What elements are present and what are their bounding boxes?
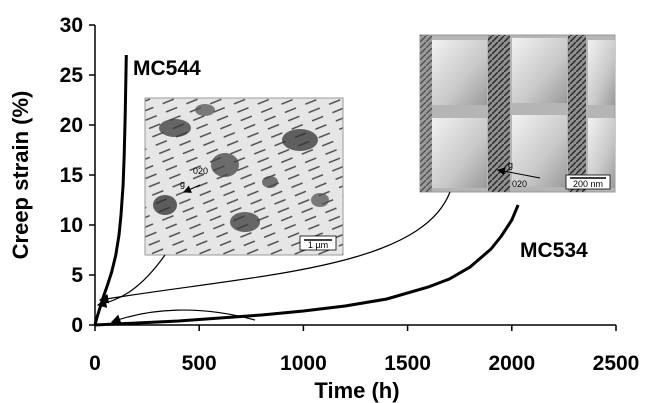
y-tick-label: 20 — [60, 114, 83, 137]
x-tick-label: 0 — [89, 352, 101, 375]
x-tick-label: 1500 — [384, 352, 431, 375]
x-tick-label: 1000 — [280, 352, 327, 375]
x-tick-label: 2000 — [488, 352, 535, 375]
micrograph-left: 020 g 1 µm — [144, 97, 344, 256]
series-label-mc534: MC534 — [520, 239, 588, 262]
micrograph-left-texture — [153, 104, 329, 232]
x-axis-ticks: 0 500 1000 1500 2000 2500 — [89, 325, 639, 375]
y-tick-label: 15 — [60, 164, 84, 187]
y-axis-title: Creep strain (%) — [8, 91, 33, 260]
x-tick-label: 500 — [182, 352, 217, 375]
micrograph-right-scale-bar: 200 nm — [573, 179, 603, 189]
micrograph-left-direction-label: g — [180, 179, 185, 189]
y-tick-label: 0 — [71, 314, 83, 337]
micrograph-right-plane-label: 020 — [512, 179, 527, 189]
series-label-mc544: MC544 — [133, 57, 201, 80]
callout-right-micrograph — [98, 191, 451, 304]
x-axis-title: Time (h) — [314, 378, 399, 403]
micrograph-right-direction-label: g — [508, 160, 513, 170]
y-axis-ticks: 0 5 10 15 20 25 30 — [60, 14, 95, 337]
series-curve-mc544 — [93, 54, 128, 326]
y-tick-label: 5 — [71, 264, 83, 287]
x-tick-label: 2500 — [593, 352, 640, 375]
y-tick-label: 30 — [60, 14, 83, 37]
micrograph-left-plane-label: 020 — [193, 166, 208, 176]
y-tick-label: 10 — [60, 214, 83, 237]
micrograph-left-scale-bar: 1 µm — [308, 240, 328, 250]
y-tick-label: 25 — [60, 64, 84, 87]
micrograph-left-g-arrow — [183, 184, 201, 193]
series-curve-mc534 — [94, 204, 520, 327]
micrograph-right-g-arrow — [497, 167, 541, 179]
micrograph-right: g 020 200 nm — [419, 34, 616, 193]
